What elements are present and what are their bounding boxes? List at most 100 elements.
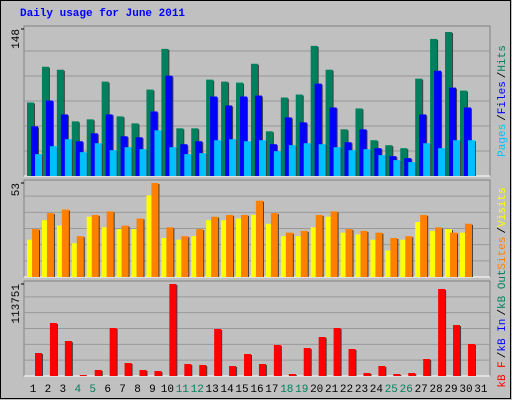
bar bbox=[61, 209, 69, 277]
bar bbox=[136, 218, 144, 277]
x-tick-label: 18 bbox=[280, 384, 293, 396]
x-tick-label: 7 bbox=[119, 384, 126, 396]
legend-entry: kB Out bbox=[497, 269, 509, 309]
bar bbox=[258, 140, 266, 176]
bar bbox=[265, 131, 273, 176]
bar bbox=[333, 147, 341, 176]
bar bbox=[419, 114, 427, 176]
bar bbox=[423, 143, 431, 176]
y-tick-label: 53 bbox=[11, 183, 23, 196]
bar bbox=[45, 100, 53, 176]
legend-entry: Sites bbox=[497, 237, 509, 270]
bar bbox=[295, 236, 303, 277]
legend: kB F/kB In/kB Out bbox=[497, 269, 509, 387]
x-tick-label: 15 bbox=[235, 384, 248, 396]
bar bbox=[154, 130, 162, 176]
bar bbox=[449, 87, 457, 176]
bar bbox=[348, 150, 356, 176]
bar bbox=[463, 107, 471, 176]
bar bbox=[408, 373, 416, 376]
bar bbox=[270, 213, 278, 277]
bar bbox=[423, 359, 431, 376]
bar bbox=[169, 284, 177, 376]
bar bbox=[467, 140, 475, 176]
x-tick-label: 23 bbox=[355, 384, 368, 396]
bar bbox=[385, 145, 393, 176]
bar bbox=[139, 149, 147, 176]
legend-entry: kB F bbox=[497, 361, 509, 387]
bar bbox=[106, 211, 114, 277]
bar bbox=[124, 363, 132, 376]
bar bbox=[135, 137, 143, 176]
bar bbox=[46, 213, 54, 277]
bar bbox=[355, 234, 363, 277]
bar bbox=[393, 160, 401, 176]
bar bbox=[210, 96, 218, 176]
bar bbox=[333, 328, 341, 376]
bar bbox=[390, 237, 398, 277]
bar bbox=[225, 105, 233, 176]
x-tick-label: 24 bbox=[370, 384, 384, 396]
bar bbox=[151, 183, 159, 277]
x-tick-label: 10 bbox=[161, 384, 174, 396]
bar bbox=[415, 222, 423, 277]
bar bbox=[430, 38, 438, 176]
bar bbox=[430, 230, 438, 277]
bar bbox=[250, 214, 258, 277]
bar bbox=[250, 63, 258, 176]
bar bbox=[146, 89, 154, 176]
bar bbox=[348, 348, 356, 376]
bar bbox=[405, 236, 413, 277]
bar bbox=[91, 214, 99, 277]
bar bbox=[244, 354, 252, 376]
x-tick-label: 1 bbox=[30, 384, 37, 396]
bar bbox=[318, 337, 326, 376]
bar bbox=[180, 144, 188, 176]
bar bbox=[94, 143, 102, 176]
bar bbox=[303, 143, 311, 176]
bar bbox=[166, 227, 174, 277]
legend-separator: / bbox=[497, 227, 509, 234]
bar bbox=[258, 364, 266, 376]
bar bbox=[345, 229, 353, 277]
bar bbox=[191, 236, 199, 277]
bar bbox=[49, 323, 57, 376]
legend-entry: Pages bbox=[497, 124, 509, 157]
bar bbox=[90, 133, 98, 176]
x-tick-label: 20 bbox=[310, 384, 323, 396]
bar bbox=[288, 373, 296, 376]
bar bbox=[435, 227, 443, 277]
x-tick-label: 12 bbox=[191, 384, 204, 396]
bar bbox=[400, 148, 408, 176]
legend-separator: / bbox=[497, 114, 509, 121]
x-tick-label: 13 bbox=[206, 384, 219, 396]
x-tick-label: 11 bbox=[176, 384, 190, 396]
bar bbox=[330, 211, 338, 277]
bar bbox=[206, 79, 214, 176]
bar bbox=[56, 69, 64, 176]
bar bbox=[35, 352, 42, 376]
bar bbox=[229, 139, 237, 176]
bar bbox=[310, 227, 318, 277]
bar bbox=[196, 229, 204, 277]
bar bbox=[154, 371, 162, 376]
bar bbox=[359, 129, 367, 176]
x-tick-label: 21 bbox=[325, 384, 339, 396]
legend-entry: Files bbox=[497, 81, 509, 114]
bar bbox=[214, 329, 222, 376]
x-tick-label: 19 bbox=[295, 384, 308, 396]
bar bbox=[375, 232, 383, 277]
bar bbox=[169, 147, 177, 176]
x-tick-label: 25 bbox=[385, 384, 398, 396]
bar bbox=[310, 45, 318, 177]
x-tick-label: 8 bbox=[134, 384, 141, 396]
bar bbox=[121, 225, 129, 277]
bar bbox=[226, 214, 234, 277]
bar bbox=[241, 214, 249, 277]
bar bbox=[344, 142, 352, 176]
bar bbox=[295, 94, 303, 176]
legend: Sites /Visits bbox=[497, 187, 509, 269]
x-tick-label: 28 bbox=[430, 384, 443, 396]
bar bbox=[184, 154, 192, 176]
